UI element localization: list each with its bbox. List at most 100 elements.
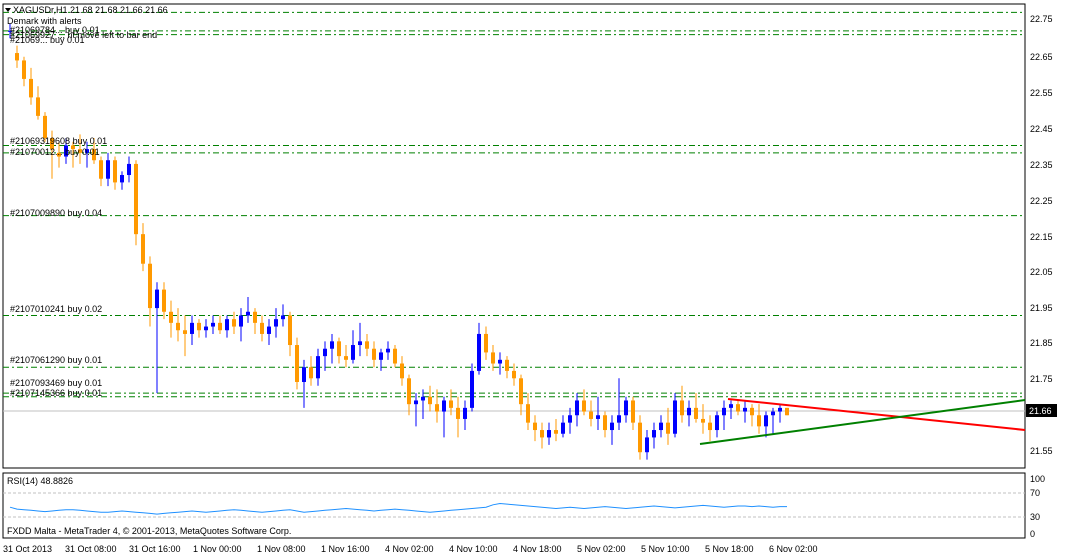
time-tick-label: 5 Nov 18:00 [705,544,754,554]
candle-body [477,333,481,371]
candle-body [463,407,467,419]
candle-body [211,322,215,327]
current-price-label: 21.66 [1029,406,1052,416]
order-label: #2107093469 buy 0.01 [10,378,102,388]
candle-body [78,149,82,153]
price-tick-label: 21.55 [1030,446,1053,456]
candle-body [120,175,124,183]
order-level-lines [3,11,1025,398]
candle-body [554,430,558,434]
candle-body [127,163,131,176]
candle-body [8,30,12,32]
candle-body [85,149,89,153]
candle-body [183,330,187,334]
candle-body [694,407,698,419]
candle-body [764,415,768,427]
symbol-menu-icon[interactable] [5,8,11,12]
rsi-pane[interactable] [2,472,1026,539]
candle-body [526,404,530,423]
candle-body [484,333,488,353]
candle-body [281,315,285,320]
order-labels: #21069319608 buy 0.01 #21070012... buy 0… [10,136,107,398]
candle-body [22,60,26,79]
candle-body [36,97,40,116]
copyright-text: FXDD Malta - MetaTrader 4, © 2001-2013, … [7,526,291,536]
candle-body [533,422,537,431]
time-tick-label: 4 Nov 02:00 [385,544,434,554]
candle-body [64,145,68,157]
rsi-axis-label: 100 [1030,474,1045,484]
price-tick-label: 22.45 [1030,124,1053,134]
candle-body [589,411,593,419]
candle-body [687,407,691,416]
candle-body [50,138,54,150]
candle-body [449,400,453,408]
candle-body [603,415,607,431]
candle-body [190,322,194,334]
candle-body [561,422,565,434]
candle-body [337,341,341,357]
price-tick-label: 22.05 [1030,267,1053,277]
candle-body [540,430,544,438]
time-tick-label: 31 Oct 08:00 [65,544,117,554]
order-label: #2107061290 buy 0.01 [10,355,102,365]
indicator-line: Demark with alerts [7,16,82,26]
candle-body [428,396,432,405]
candle-body [323,348,327,357]
candle-body [736,404,740,412]
candle-body [351,345,355,360]
price-tick-label: 22.15 [1030,232,1053,242]
price-tick-label: 21.95 [1030,303,1053,313]
candle-body [652,430,656,438]
trendline-green[interactable] [699,399,1026,445]
candle-body [456,407,460,419]
candle-body [113,160,117,183]
candle-body [344,356,348,360]
time-tick-label: 4 Nov 18:00 [513,544,562,554]
candle-body [106,160,110,179]
candle-body [638,422,642,453]
candle-body [582,400,586,412]
candle-body [512,370,516,379]
candle-body [260,322,264,334]
candle-body [267,326,271,334]
order-label: #2107010241 buy 0.02 [10,304,102,314]
candle-body [400,363,404,379]
overlay-line-1: #21069784... buy 0.01 [10,25,100,35]
candle-body [491,352,495,364]
price-tick-label: 22.25 [1030,196,1053,206]
candle-body [659,422,663,431]
chart-header: XAGUSDr,H1 21.68 21.68 21.66 21.66 Demar… [5,5,168,45]
candle-body [225,319,229,331]
candle-body [666,422,670,434]
candle-body [575,400,579,416]
candle-body [316,356,320,379]
time-axis: 31 Oct 2013 31 Oct 08:00 31 Oct 16:00 1 … [3,544,818,554]
candle-body [498,359,502,364]
candle-body [246,311,250,316]
candle-body [141,234,145,264]
candle-body [729,404,733,408]
candle-body [470,370,474,408]
candle-body [309,367,313,379]
candle-body [218,322,222,331]
trendline-red[interactable] [727,398,1026,431]
main-chart-pane[interactable] [2,3,1026,469]
rsi-title: RSI(14) 48.8826 [7,476,73,486]
time-tick-label: 31 Oct 2013 [3,544,52,554]
candle-body [358,341,362,346]
candle-body [568,415,572,423]
price-tick-label: 21.85 [1030,338,1053,348]
candle-body [169,311,173,323]
candle-body [92,149,96,161]
price-tick-label: 22.35 [1030,160,1053,170]
time-tick-label: 31 Oct 16:00 [129,544,181,554]
current-price-marker [1026,404,1057,417]
candle-body [155,289,159,309]
candle-body [372,348,376,360]
candle-body [134,163,138,235]
candle-body [757,415,761,427]
candle-body [743,407,747,412]
candle-body [778,407,782,412]
candle-body [421,396,425,401]
